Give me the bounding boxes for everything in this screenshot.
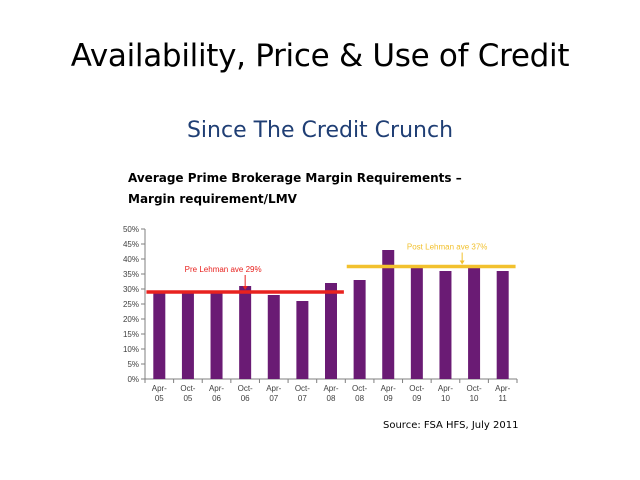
y-tick-label: 15% [123,330,139,339]
y-tick-label: 45% [123,240,139,249]
chart-title: Average Prime Brokerage Margin Requireme… [128,168,462,210]
x-tick-label: Oct- [180,384,195,393]
x-tick-label: 07 [298,394,307,403]
x-tick-label: 07 [269,394,278,403]
source-note: Source: FSA HFS, July 2011 [383,420,519,431]
bar [382,250,395,379]
bar [325,283,337,379]
x-tick-label: 08 [327,394,336,403]
x-tick-label: Oct- [467,384,482,393]
bar [267,295,280,379]
x-tick-label: Oct- [295,384,310,393]
bar [181,292,194,379]
x-tick-label: 10 [441,394,450,403]
y-tick-label: 40% [123,255,139,264]
x-tick-label: Apr- [495,384,510,393]
x-tick-label: Oct- [352,384,367,393]
x-tick-label: Apr- [152,384,167,393]
chart-title-line-2: Margin requirement/LMV [128,192,297,206]
x-tick-label: Apr- [266,384,281,393]
x-tick-label: Oct- [409,384,424,393]
x-tick-label: 09 [384,394,393,403]
annotation-arrowhead [242,286,248,290]
x-tick-label: Oct- [238,384,253,393]
average-label: Pre Lehman ave 29% [185,265,262,274]
slide-subtitle: Since The Credit Crunch [186,118,454,143]
x-tick-label: 10 [470,394,479,403]
bar [439,271,452,379]
bar [153,292,166,379]
y-tick-label: 10% [123,345,139,354]
average-label: Post Lehman ave 37% [407,243,488,252]
bar [410,265,423,379]
x-tick-label: Apr- [323,384,338,393]
x-tick-label: 05 [155,394,164,403]
x-tick-label: Apr- [381,384,396,393]
y-tick-label: 5% [127,360,139,369]
y-tick-label: 50% [123,225,139,234]
y-tick-label: 20% [123,315,139,324]
bar [353,280,366,379]
x-tick-label: 08 [355,394,364,403]
annotation-arrowhead [459,260,465,265]
x-tick-label: Apr- [209,384,224,393]
y-tick-label: 25% [123,300,139,309]
chart-title-line-1: Average Prime Brokerage Margin Requireme… [128,171,462,185]
slide-title: Availability, Price & Use of Credit [70,38,570,74]
x-tick-label: Apr- [438,384,453,393]
bar [210,292,223,379]
x-tick-label: 06 [212,394,221,403]
y-tick-label: 30% [123,285,139,294]
bar [468,265,481,379]
bar [496,271,509,379]
x-tick-label: 06 [241,394,250,403]
x-tick-label: 09 [412,394,421,403]
x-tick-label: 11 [499,394,508,403]
bar [296,301,309,379]
y-tick-label: 0% [127,375,139,384]
y-tick-label: 35% [123,270,139,279]
bar [239,286,252,379]
x-tick-label: 05 [183,394,192,403]
